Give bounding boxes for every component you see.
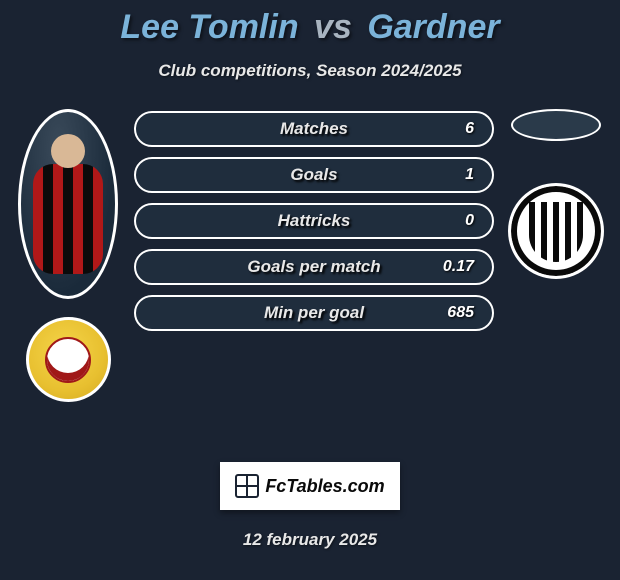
stat-row-hattricks: Hattricks 0	[134, 203, 494, 239]
brand-logo-icon	[235, 474, 259, 498]
stat-right-value: 1	[465, 166, 474, 184]
player1-name: Lee Tomlin	[120, 8, 298, 46]
stat-label: Matches	[280, 119, 348, 139]
brand-badge[interactable]: FcTables.com	[220, 462, 400, 510]
player2-name: Gardner	[367, 8, 499, 46]
player1-club-badge	[26, 317, 111, 402]
stat-label: Hattricks	[278, 211, 351, 231]
content-area: Matches 6 Goals 1 Hattricks 0 Goals per …	[0, 109, 620, 402]
stat-right-value: 685	[447, 304, 474, 322]
player2-portrait-placeholder	[511, 109, 601, 141]
right-column	[500, 109, 612, 402]
subtitle: Club competitions, Season 2024/2025	[0, 61, 620, 81]
stat-row-min-per-goal: Min per goal 685	[134, 295, 494, 331]
stat-row-matches: Matches 6	[134, 111, 494, 147]
player1-portrait	[18, 109, 118, 299]
stat-label: Min per goal	[264, 303, 364, 323]
stat-right-value: 6	[465, 120, 474, 138]
stat-right-value: 0.17	[443, 258, 474, 276]
stat-row-goals: Goals 1	[134, 157, 494, 193]
stat-row-goals-per-match: Goals per match 0.17	[134, 249, 494, 285]
comparison-title: Lee Tomlin vs Gardner	[0, 0, 620, 47]
vs-text: vs	[314, 8, 352, 46]
stats-column: Matches 6 Goals 1 Hattricks 0 Goals per …	[128, 109, 500, 402]
left-column	[8, 109, 128, 402]
stat-label: Goals	[290, 165, 337, 185]
stat-label: Goals per match	[247, 257, 380, 277]
date-text: 12 february 2025	[0, 530, 620, 550]
player2-club-badge	[508, 183, 604, 279]
brand-text: FcTables.com	[265, 476, 384, 497]
stat-right-value: 0	[465, 212, 474, 230]
